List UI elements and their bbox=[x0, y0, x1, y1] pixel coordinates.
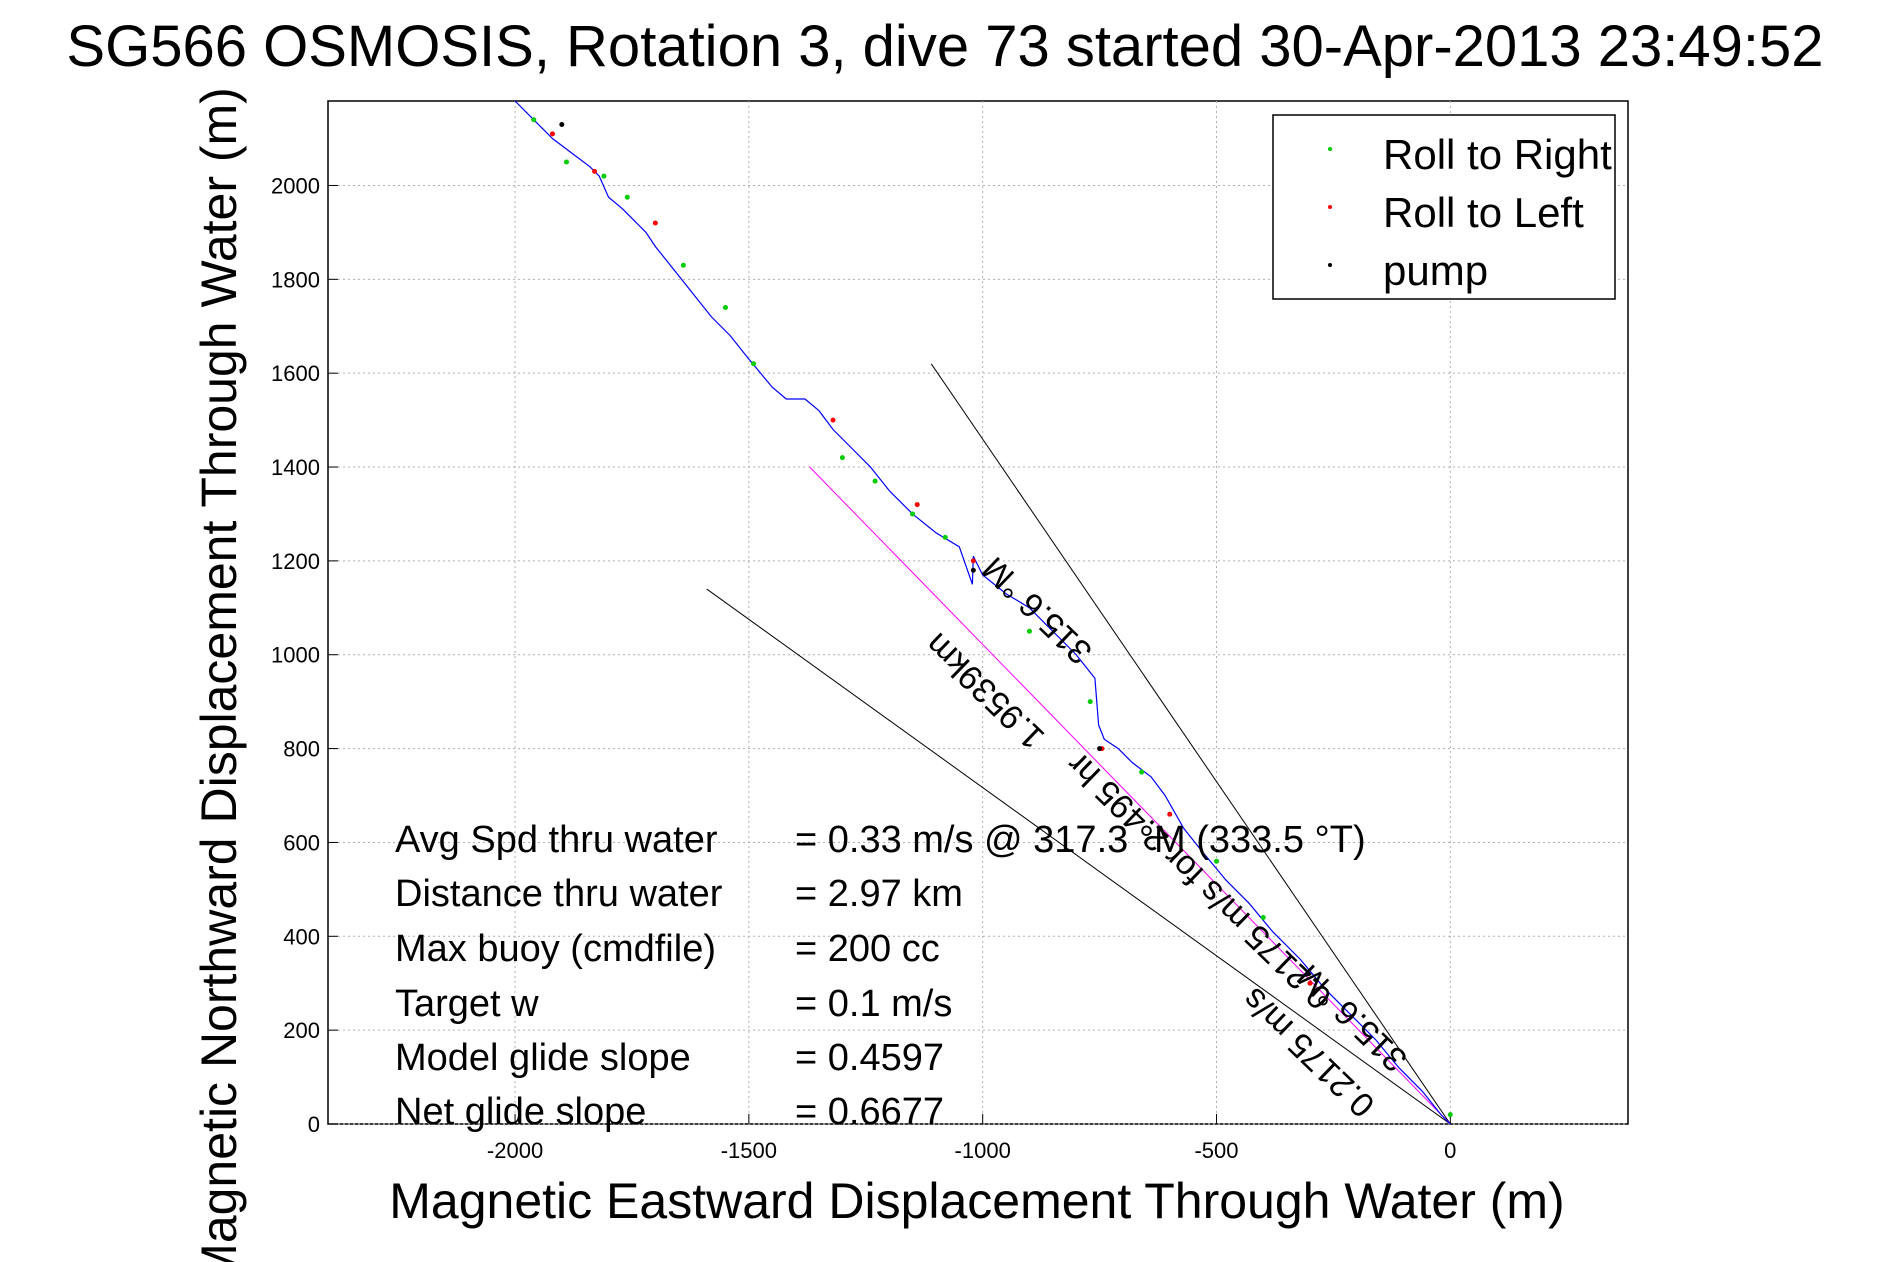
axis-ticks: -2000 -1500 -1000 -500 0 0 200 400 600 800 1000 120… bbox=[271, 173, 1456, 1163]
y-axis-label: Magnetic Northward Displacement Through … bbox=[191, 87, 247, 1262]
stat-net-glide-value: = 0.6677 bbox=[795, 1091, 944, 1133]
point-roll-to-right bbox=[1447, 1112, 1453, 1118]
point-roll-to-right bbox=[1087, 699, 1093, 705]
x-axis-label: Magnetic Eastward Displacement Through W… bbox=[389, 1173, 1564, 1229]
point-roll-to-left bbox=[592, 168, 598, 174]
reference-line-1 bbox=[706, 588, 1451, 1125]
point-roll-to-right bbox=[942, 534, 948, 540]
legend-label-roll-right: Roll to Right bbox=[1383, 131, 1612, 178]
point-roll-to-left bbox=[1167, 811, 1173, 817]
stat-max-buoy-label: Max buoy (cmdfile) bbox=[395, 928, 716, 970]
x-tick-label: 0 bbox=[1444, 1138, 1456, 1163]
stat-avg-speed-value: = 0.33 m/s @ 317.3 °M (333.5 °T) bbox=[795, 819, 1366, 861]
stat-distance-value: = 2.97 km bbox=[795, 873, 963, 915]
grid bbox=[328, 101, 1628, 1125]
stat-target-w-label: Target w bbox=[395, 983, 539, 1025]
stat-model-glide-label: Model glide slope bbox=[395, 1037, 691, 1079]
point-roll-to-left bbox=[652, 220, 658, 226]
point-roll-to-left bbox=[830, 417, 836, 423]
point-roll-to-right bbox=[531, 117, 537, 123]
reference-line-0 bbox=[930, 363, 1451, 1125]
point-roll-to-right bbox=[839, 455, 845, 461]
x-tick-label: -2000 bbox=[487, 1138, 543, 1163]
y-tick-label: 400 bbox=[283, 924, 320, 949]
series bbox=[514, 100, 1453, 1125]
point-pump bbox=[1097, 746, 1103, 752]
y-tick-label: 1200 bbox=[271, 549, 320, 574]
x-tick-label: -500 bbox=[1194, 1138, 1238, 1163]
y-tick-label: 600 bbox=[283, 830, 320, 855]
point-roll-to-right bbox=[910, 511, 916, 517]
point-roll-to-right bbox=[1139, 769, 1145, 775]
y-tick-label: 1800 bbox=[271, 267, 320, 292]
point-pump bbox=[559, 121, 565, 127]
stat-target-w-value: = 0.1 m/s bbox=[795, 983, 952, 1025]
y-tick-label: 200 bbox=[283, 1018, 320, 1043]
stat-distance-label: Distance thru water bbox=[395, 873, 723, 915]
point-roll-to-left bbox=[1307, 980, 1313, 986]
point-roll-to-right bbox=[722, 304, 728, 310]
stat-net-glide-label: Net glide slope bbox=[395, 1091, 646, 1133]
point-roll-to-right bbox=[601, 173, 607, 179]
legend: Roll to Right Roll to Left pump bbox=[1272, 114, 1616, 300]
legend-marker-roll-left bbox=[1328, 205, 1332, 209]
y-tick-label: 2000 bbox=[271, 173, 320, 198]
y-tick-label: 1600 bbox=[271, 361, 320, 386]
point-roll-to-right bbox=[1026, 628, 1032, 634]
chart-title: SG566 OSMOSIS, Rotation 3, dive 73 start… bbox=[66, 14, 1823, 79]
y-tick-label: 800 bbox=[283, 737, 320, 762]
y-tick-label: 0 bbox=[308, 1112, 320, 1137]
track-line bbox=[514, 100, 1451, 1125]
y-tick-label: 1000 bbox=[271, 643, 320, 668]
reference-line-2 bbox=[809, 466, 1451, 1125]
x-tick-label: -1500 bbox=[721, 1138, 777, 1163]
legend-marker-pump bbox=[1328, 263, 1332, 267]
point-roll-to-right bbox=[563, 159, 569, 165]
reference-lines bbox=[706, 363, 1451, 1125]
legend-label-pump: pump bbox=[1383, 247, 1488, 294]
point-roll-to-right bbox=[872, 478, 878, 484]
legend-label-roll-left: Roll to Left bbox=[1383, 189, 1584, 236]
point-pump bbox=[970, 567, 976, 573]
point-roll-to-left bbox=[914, 502, 920, 508]
point-roll-to-right bbox=[1213, 858, 1219, 864]
x-tick-label: -1000 bbox=[955, 1138, 1011, 1163]
stats-block: Avg Spd thru water = 0.33 m/s @ 317.3 °M… bbox=[395, 819, 1366, 1133]
point-roll-to-right bbox=[1260, 915, 1266, 921]
point-roll-to-right bbox=[624, 194, 630, 200]
point-roll-to-right bbox=[680, 262, 686, 268]
stat-model-glide-value: = 0.4597 bbox=[795, 1037, 944, 1079]
stat-avg-speed-label: Avg Spd thru water bbox=[395, 819, 718, 861]
legend-marker-roll-right bbox=[1328, 147, 1332, 151]
point-roll-to-left bbox=[549, 131, 555, 137]
point-roll-to-right bbox=[751, 361, 757, 367]
point-roll-to-left bbox=[970, 558, 976, 564]
y-tick-label: 1400 bbox=[271, 455, 320, 480]
stat-max-buoy-value: = 200 cc bbox=[795, 928, 940, 970]
